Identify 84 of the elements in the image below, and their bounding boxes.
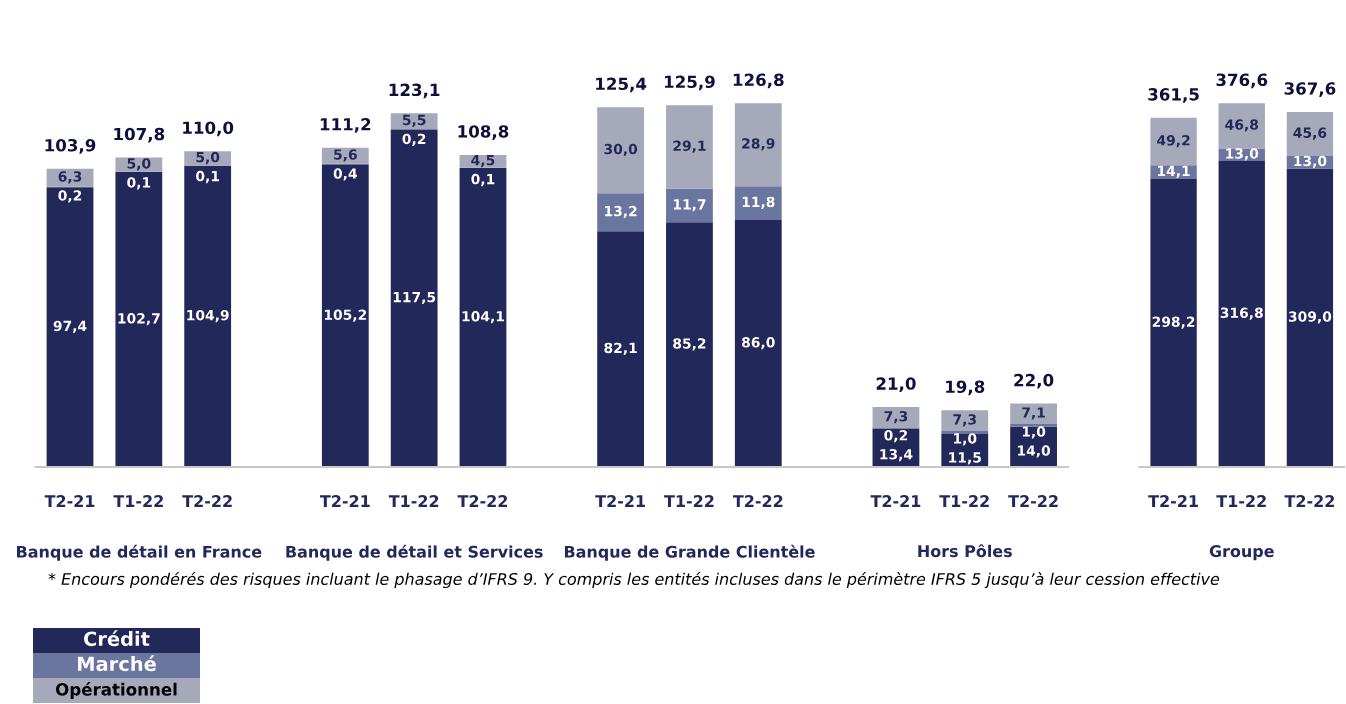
data-label: 105,2 xyxy=(324,309,367,322)
x-tick-label: T2-22 xyxy=(457,495,508,507)
data-label: 1,0 xyxy=(954,433,977,446)
x-tick-label: T2-21 xyxy=(870,495,921,507)
data-label: 13,0 xyxy=(1294,155,1327,169)
data-label: 5,0 xyxy=(127,158,151,171)
data-label: 46,8 xyxy=(1225,119,1259,132)
x-tick-label: T2-22 xyxy=(1008,495,1058,507)
data-label: 28,9 xyxy=(742,138,775,151)
data-label: 45,6 xyxy=(1293,127,1327,140)
data-label: 1,0 xyxy=(1022,426,1046,439)
total-label: 108,8 xyxy=(458,125,509,140)
text: Banque de détail en France xyxy=(17,544,262,561)
x-tick-label: T1-22 xyxy=(388,495,439,507)
total-label: 123,1 xyxy=(389,83,440,99)
data-label: 11,5 xyxy=(949,452,981,465)
data-label: 5,0 xyxy=(196,151,220,165)
data-label: 0,4 xyxy=(333,168,357,181)
text: Marché xyxy=(77,655,156,672)
text: Banque de Grande Clientèle xyxy=(564,544,815,561)
data-label: 13,0 xyxy=(1226,148,1259,161)
total-label: 107,8 xyxy=(114,127,165,143)
text: Hors Pôles xyxy=(918,544,1012,558)
total-label: 126,8 xyxy=(733,73,784,89)
data-label: 11,7 xyxy=(673,199,706,212)
text: Banque de détail et Services xyxy=(286,544,543,561)
x-tick-label: T1-22 xyxy=(939,495,989,507)
data-label: 309,0 xyxy=(1288,311,1332,324)
total-label: 110,0 xyxy=(183,121,234,137)
data-label: 82,1 xyxy=(604,342,637,355)
text: Opérationnel xyxy=(55,682,177,699)
x-tick-label: T1-22 xyxy=(113,495,163,507)
total-label: 367,6 xyxy=(1284,82,1336,97)
data-label: 85,2 xyxy=(673,338,706,351)
total-label: 376,6 xyxy=(1216,73,1268,89)
data-label: 7,1 xyxy=(1022,407,1045,420)
data-label: 14,0 xyxy=(1018,445,1051,458)
text: Groupe xyxy=(1209,545,1274,561)
data-label: 0,1 xyxy=(127,177,151,190)
data-label: 0,2 xyxy=(402,133,426,146)
x-tick-label: T2-22 xyxy=(182,495,232,507)
data-label: 316,8 xyxy=(1220,307,1263,320)
data-label: 97,4 xyxy=(53,320,87,333)
data-label: 11,8 xyxy=(742,196,775,209)
x-tick-label: T2-21 xyxy=(1148,495,1198,507)
data-label: 13,4 xyxy=(880,448,913,462)
data-label: 49,2 xyxy=(1157,135,1190,148)
data-label: 104,1 xyxy=(462,311,504,324)
data-label: 0,2 xyxy=(58,190,82,203)
data-label: 104,9 xyxy=(187,309,229,323)
data-label: 7,3 xyxy=(884,410,908,424)
total-label: 361,5 xyxy=(1148,88,1199,103)
data-label: 29,1 xyxy=(673,140,706,153)
data-label: 117,5 xyxy=(393,292,436,305)
data-label: 86,0 xyxy=(742,337,775,350)
data-label: 102,7 xyxy=(118,313,160,326)
data-label: 14,1 xyxy=(1158,165,1190,178)
data-label: 0,2 xyxy=(884,429,908,443)
text: Crédit xyxy=(84,630,150,647)
total-label: 103,9 xyxy=(45,138,96,154)
data-label: 0,1 xyxy=(471,173,495,187)
x-tick-label: T1-22 xyxy=(664,495,714,507)
data-label: 6,3 xyxy=(58,171,82,184)
data-label: 4,5 xyxy=(471,155,495,168)
text: * Encours pondérés des risques incluant le phasage d’IFRS 9. Y compris les entités incluses dans le périmètre IFRS 5 jusqu’à leur cession effective xyxy=(48,572,1220,589)
x-tick-label: T2-21 xyxy=(595,495,645,507)
data-label: 7,3 xyxy=(953,414,976,427)
data-label: 298,2 xyxy=(1152,316,1195,329)
data-label: 5,5 xyxy=(402,114,426,127)
x-tick-label: T2-21 xyxy=(319,495,370,507)
total-label: 125,9 xyxy=(664,75,715,91)
total-label: 125,4 xyxy=(596,77,647,93)
data-label: 0,1 xyxy=(196,170,220,184)
total-label: 19,8 xyxy=(946,380,985,396)
total-label: 111,2 xyxy=(320,117,371,133)
total-label: 22,0 xyxy=(1014,373,1054,389)
data-label: 30,0 xyxy=(604,143,638,157)
x-tick-label: T2-22 xyxy=(732,495,783,507)
data-label: 5,6 xyxy=(334,149,357,162)
total-label: 21,0 xyxy=(876,377,916,392)
x-tick-label: T1-22 xyxy=(1216,495,1266,507)
data-label: 13,2 xyxy=(605,205,637,219)
x-tick-label: T2-21 xyxy=(44,495,95,507)
x-tick-label: T2-22 xyxy=(1284,495,1334,507)
